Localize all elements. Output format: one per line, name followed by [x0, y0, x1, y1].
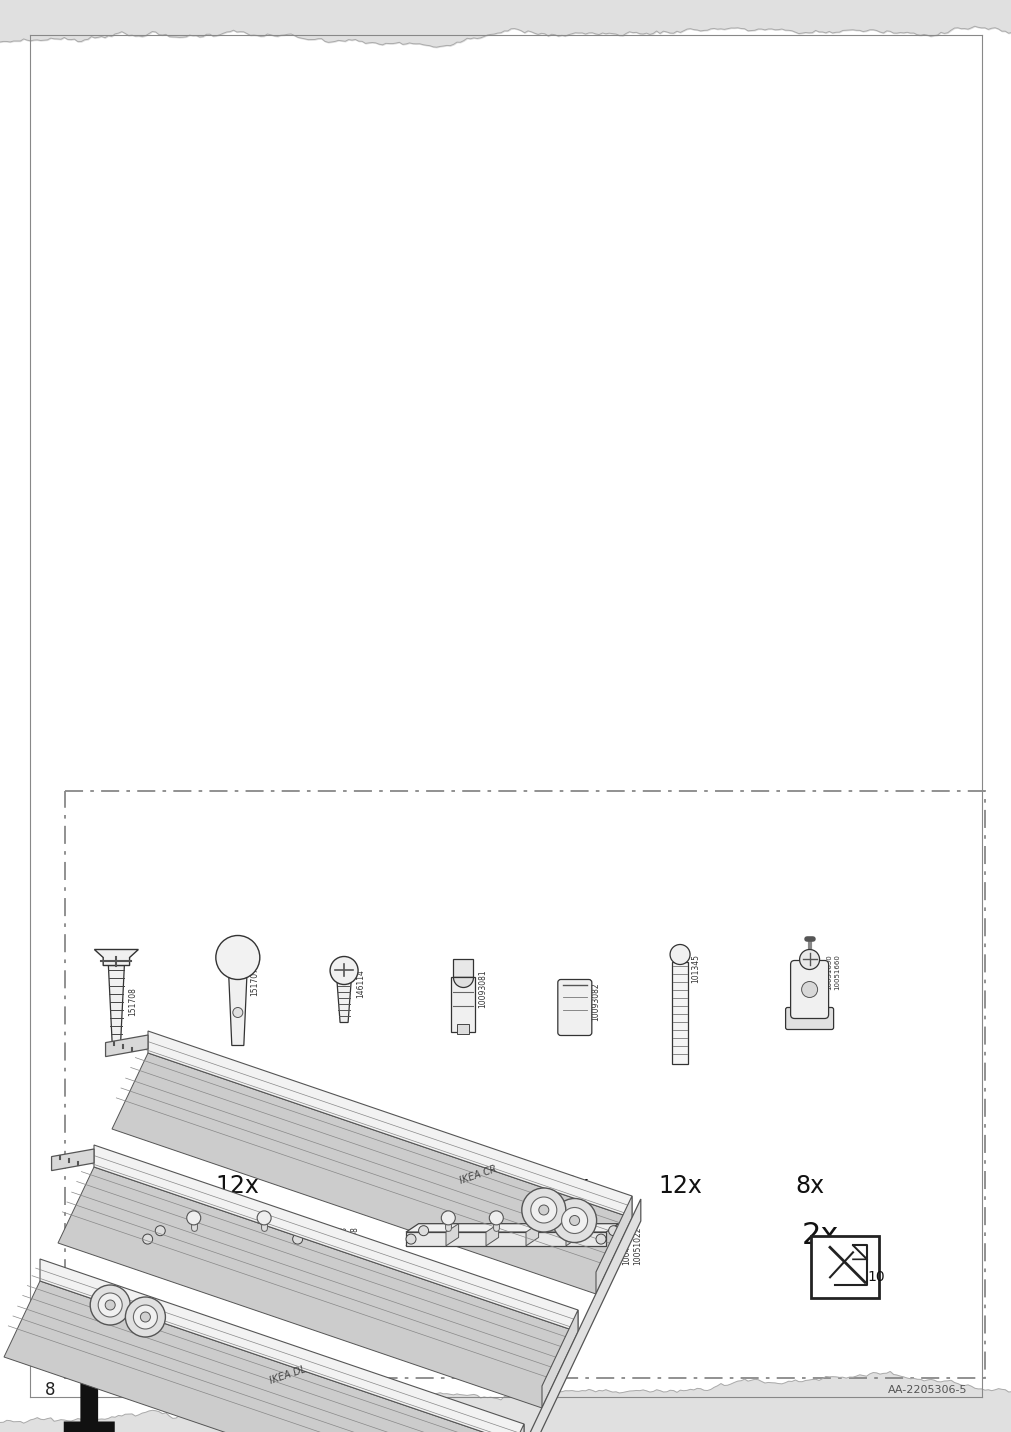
Text: 4x: 4x	[491, 1372, 520, 1396]
Circle shape	[669, 945, 690, 965]
Text: 151707: 151707	[250, 968, 259, 997]
Text: AA-2205306-5: AA-2205306-5	[887, 1385, 967, 1395]
Text: IKEA DL: IKEA DL	[268, 1365, 307, 1386]
Text: 10: 10	[866, 1270, 884, 1285]
Circle shape	[441, 1211, 455, 1224]
Polygon shape	[565, 1224, 578, 1246]
Circle shape	[187, 1211, 200, 1224]
Polygon shape	[40, 1259, 524, 1432]
Circle shape	[90, 1285, 130, 1325]
Polygon shape	[52, 1148, 94, 1170]
Polygon shape	[485, 1224, 498, 1246]
Circle shape	[133, 1305, 158, 1329]
Polygon shape	[249, 1224, 261, 1246]
Circle shape	[143, 1234, 153, 1244]
Circle shape	[522, 1189, 565, 1232]
Polygon shape	[58, 1167, 577, 1408]
Text: 10040039
10051022: 10040039 10051022	[622, 1226, 642, 1264]
FancyBboxPatch shape	[790, 961, 828, 1018]
Bar	[457, 1024, 469, 1034]
Text: 8x: 8x	[795, 1174, 823, 1199]
Text: 101345: 101345	[691, 955, 700, 984]
Circle shape	[305, 1226, 315, 1236]
Text: IKEA CR: IKEA CR	[458, 1164, 497, 1186]
Polygon shape	[195, 1224, 208, 1246]
Text: 10093082: 10093082	[590, 982, 600, 1021]
Text: 2x: 2x	[801, 1220, 838, 1250]
Text: 1: 1	[52, 1358, 120, 1432]
Circle shape	[799, 949, 819, 969]
Polygon shape	[94, 1146, 577, 1332]
Polygon shape	[108, 965, 124, 1047]
Circle shape	[608, 1226, 618, 1236]
Circle shape	[141, 1312, 151, 1322]
Text: 12x: 12x	[94, 1174, 139, 1199]
Polygon shape	[105, 1035, 148, 1057]
Circle shape	[330, 957, 358, 984]
Polygon shape	[143, 1237, 315, 1246]
Polygon shape	[446, 1224, 458, 1246]
Bar	[65, 790, 984, 1378]
Circle shape	[574, 1211, 588, 1224]
Polygon shape	[671, 962, 687, 1064]
Polygon shape	[542, 1310, 577, 1408]
Polygon shape	[405, 1237, 618, 1246]
Polygon shape	[526, 1224, 538, 1246]
Wedge shape	[453, 978, 473, 988]
Text: 8x: 8x	[330, 1174, 358, 1199]
Text: 8: 8	[44, 1380, 56, 1399]
Text: 153548
158568: 153548 158568	[339, 1226, 359, 1254]
Circle shape	[535, 1211, 549, 1224]
Circle shape	[538, 1204, 548, 1214]
Polygon shape	[143, 1232, 302, 1246]
Text: 10093081: 10093081	[478, 969, 487, 1008]
Circle shape	[405, 1234, 416, 1244]
Circle shape	[569, 1216, 579, 1226]
Circle shape	[488, 1211, 502, 1224]
Circle shape	[125, 1297, 165, 1337]
Polygon shape	[228, 978, 247, 1045]
FancyBboxPatch shape	[785, 1008, 833, 1030]
Text: 2x: 2x	[208, 1372, 237, 1396]
Circle shape	[215, 935, 260, 979]
Bar	[453, 959, 473, 978]
Text: 6x: 6x	[560, 1174, 588, 1199]
Polygon shape	[595, 1196, 632, 1295]
Bar	[810, 1236, 879, 1299]
Polygon shape	[405, 1224, 618, 1232]
Circle shape	[257, 1211, 271, 1224]
Polygon shape	[4, 1282, 524, 1432]
Text: 12x: 12x	[657, 1174, 702, 1199]
Polygon shape	[148, 1031, 632, 1219]
Bar	[451, 978, 475, 1032]
Text: 151708: 151708	[128, 988, 137, 1017]
Text: 12x: 12x	[215, 1174, 260, 1199]
Circle shape	[98, 1293, 122, 1317]
Circle shape	[233, 1008, 243, 1018]
Circle shape	[105, 1300, 115, 1310]
Polygon shape	[143, 1224, 315, 1232]
Polygon shape	[112, 1053, 632, 1295]
Circle shape	[552, 1199, 596, 1243]
Circle shape	[561, 1207, 587, 1233]
Circle shape	[155, 1226, 165, 1236]
Circle shape	[801, 981, 817, 998]
Polygon shape	[405, 1232, 606, 1246]
Polygon shape	[487, 1423, 524, 1432]
Polygon shape	[94, 949, 139, 965]
Text: 6x: 6x	[449, 1174, 477, 1199]
Circle shape	[292, 1234, 302, 1244]
Text: 146114: 146114	[356, 969, 365, 998]
Polygon shape	[478, 1199, 640, 1432]
Polygon shape	[337, 982, 351, 1022]
Circle shape	[531, 1197, 556, 1223]
Text: 10051650
10051660: 10051650 10051660	[826, 955, 839, 991]
FancyBboxPatch shape	[557, 979, 591, 1035]
Circle shape	[419, 1226, 429, 1236]
Circle shape	[595, 1234, 606, 1244]
